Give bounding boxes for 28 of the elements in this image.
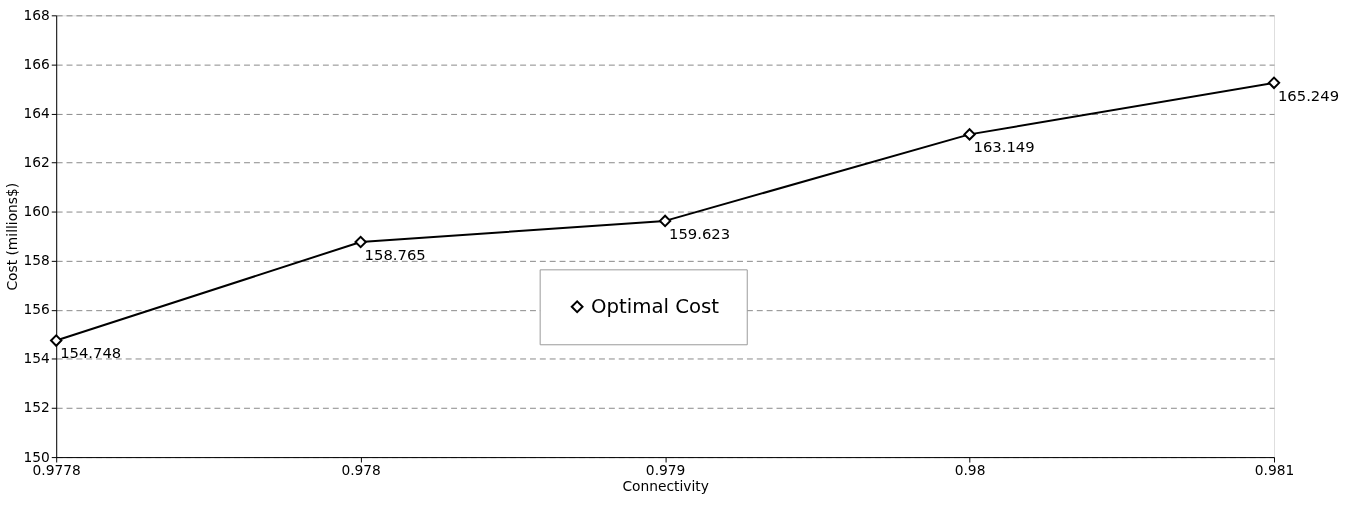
y-tick-label: 152 — [23, 399, 50, 416]
data-label: 159.623 — [669, 224, 731, 242]
y-tick-label: 156 — [23, 301, 50, 318]
x-tick-label: 0.981 — [1254, 462, 1295, 479]
y-tick-label: 150 — [23, 448, 50, 465]
x-tick-label: 0.9778 — [32, 462, 81, 479]
y-tick-label: 158 — [23, 252, 50, 269]
y-tick-label: 166 — [23, 55, 50, 72]
x-axis-title: Connectivity — [622, 478, 709, 495]
y-tick-label: 162 — [23, 154, 50, 171]
x-tick-label: 0.979 — [645, 462, 686, 479]
y-axis-title: Cost (millions$) — [3, 182, 20, 291]
data-label: 158.765 — [364, 245, 426, 263]
point — [1267, 76, 1281, 90]
y-tick-label: 160 — [23, 203, 50, 220]
y-tick-label: 164 — [23, 104, 50, 121]
point — [963, 128, 976, 141]
legend-label: Optimal Cost — [590, 294, 720, 318]
y-tick-label: 168 — [23, 6, 50, 23]
point — [50, 334, 63, 347]
x-tick-label: 0.978 — [341, 462, 381, 479]
data-label: 165.249 — [1277, 86, 1340, 104]
y-tick-label: 154 — [23, 350, 50, 367]
point — [658, 214, 672, 228]
x-tick-label: 0.98 — [954, 462, 986, 479]
data-label: 163.149 — [973, 138, 1035, 156]
point — [354, 235, 367, 249]
data-label: 154.748 — [60, 344, 122, 362]
